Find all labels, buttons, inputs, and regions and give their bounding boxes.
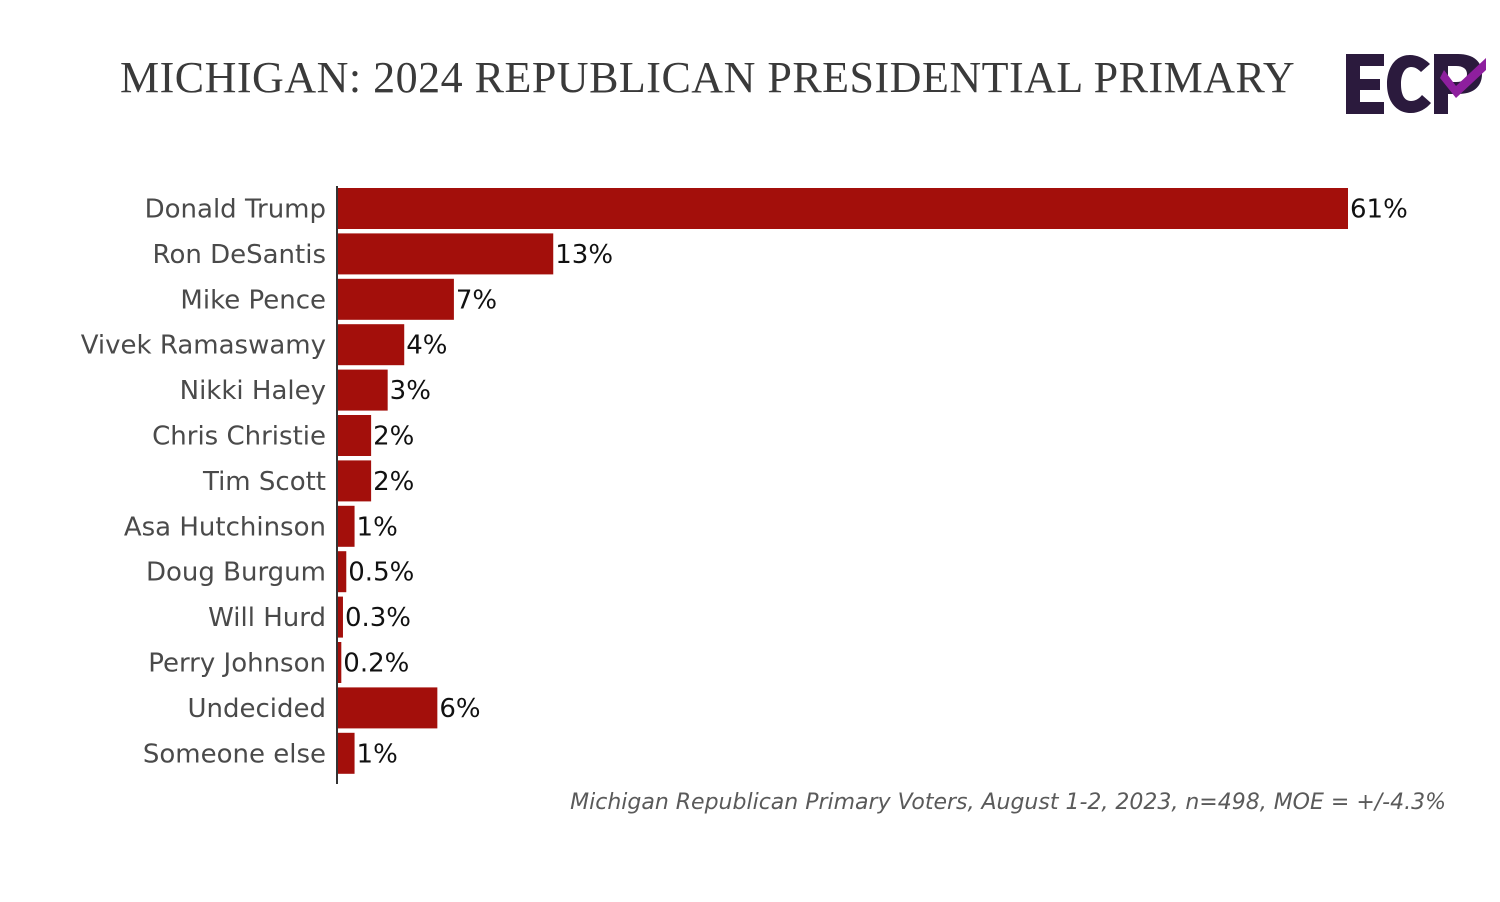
bar-ron-desantis [338,233,554,275]
category-label-perry-johnson: Perry Johnson [148,649,326,679]
bar-mike-pence [338,278,454,320]
logo-letter-c [1387,55,1431,113]
bar-someone-else [338,732,355,774]
category-label-mike-pence: Mike Pence [180,285,326,315]
ecp-logo [1346,54,1486,114]
value-label-ron-desantis: 13% [555,240,613,270]
category-label-ron-desantis: Ron DeSantis [153,240,326,270]
survey-footnote: Michigan Republican Primary Voters, Augu… [570,790,1446,815]
category-labels-layer: Donald Trump Ron DeSantis Mike Pence Vivek … [81,195,326,770]
bar-will-hurd [338,596,343,638]
value-label-perry-johnson: 0.2% [343,649,409,679]
bar-perry-johnson [338,642,342,683]
value-labels-layer: 61% 13% 7% 4% 3% 2% 2% 1% 0.5% 0.3% 0.2% 6% 1% [343,195,1407,770]
value-label-will-hurd: 0.3% [345,603,411,633]
category-label-tim-scott: Tim Scott [202,467,326,497]
value-label-chris-christie: 2% [373,422,414,452]
bar-asa-hutchinson [338,505,355,547]
bar-tim-scott [338,460,372,502]
logo-letter-e [1346,54,1384,114]
bars-layer [338,188,1348,774]
bar-donald-trump [338,188,1348,229]
value-label-tim-scott: 2% [373,467,414,497]
value-label-mike-pence: 7% [456,285,497,315]
value-label-asa-hutchinson: 1% [357,512,398,542]
value-label-donald-trump: 61% [1350,195,1408,225]
category-label-someone-else: Someone else [143,739,326,769]
bar-vivek-ramaswamy [338,324,405,366]
logo-check-icon [1440,58,1486,98]
bar-doug-burgum [338,551,347,593]
category-label-asa-hutchinson: Asa Hutchinson [124,512,326,542]
value-label-vivek-ramaswamy: 4% [406,331,447,361]
category-label-chris-christie: Chris Christie [152,422,326,452]
category-label-doug-burgum: Doug Burgum [146,558,326,588]
category-label-will-hurd: Will Hurd [208,603,326,633]
bar-undecided [338,687,438,729]
category-label-vivek-ramaswamy: Vivek Ramaswamy [81,331,326,361]
value-label-doug-burgum: 0.5% [348,558,414,588]
value-label-someone-else: 1% [357,739,398,769]
bar-chris-christie [338,415,372,456]
category-label-donald-trump: Donald Trump [145,195,326,225]
logo-letter-p [1434,54,1482,114]
value-label-nikki-haley: 3% [390,376,431,406]
bar-nikki-haley [338,369,388,411]
category-label-undecided: Undecided [187,694,326,724]
category-label-nikki-haley: Nikki Haley [180,376,326,406]
value-label-undecided: 6% [439,694,480,724]
chart-title: MICHIGAN: 2024 REPUBLICAN PRESIDENTIAL P… [120,53,1296,102]
